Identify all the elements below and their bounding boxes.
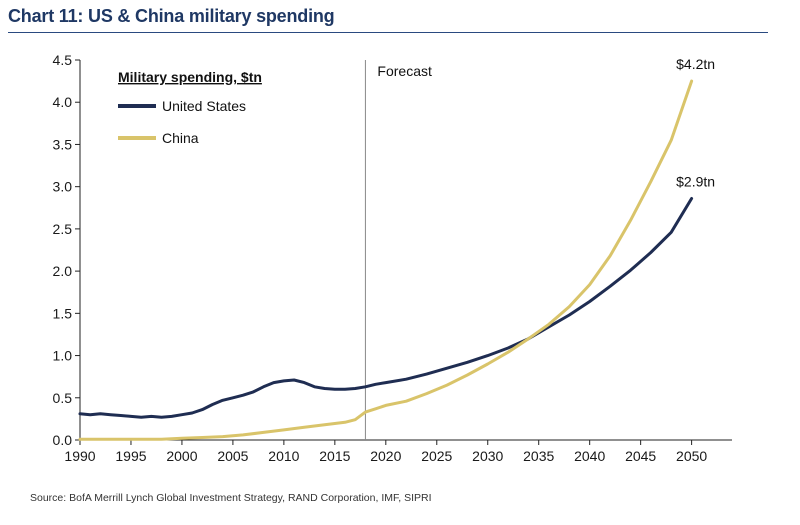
legend-title: Military spending, $tn [118,69,262,85]
y-tick-label: 1.0 [53,348,73,364]
series-line-united-states [78,197,694,419]
x-tick-label: 2035 [523,448,554,464]
y-tick-label: 0.0 [53,432,73,448]
y-tick-label: 0.5 [53,390,73,406]
x-tick-label: 2050 [676,448,707,464]
x-tick-label: 2045 [625,448,656,464]
x-tick-label: 2030 [472,448,503,464]
series-lines [78,79,694,441]
x-tick-label: 2020 [370,448,401,464]
forecast-label: Forecast [377,63,432,79]
annotations: $4.2tn $2.9tn [676,56,715,189]
x-tick-label: 2040 [574,448,605,464]
y-tick-label: 2.5 [53,221,73,237]
y-tick-label: 3.0 [53,179,73,195]
x-tick-label: 2025 [421,448,452,464]
line-chart: 0.0 0.5 1.0 1.5 2.0 2.5 3.0 3.5 4.0 4.5 1990 1995 20… [53,52,732,464]
legend-label-china: China [162,130,199,146]
y-tick-label: 4.5 [53,52,73,68]
title-divider [8,32,768,33]
y-tick-label: 1.5 [53,305,73,321]
y-tick-label: 2.0 [53,263,73,279]
x-tick-label: 1990 [64,448,95,464]
source-note: Source: BofA Merrill Lynch Global Invest… [30,492,432,504]
forecast-marker: Forecast [364,60,432,440]
legend-label-united-states: United States [162,98,246,114]
series-line-china [78,79,694,441]
value-annotation: $4.2tn [676,56,715,72]
axes: 0.0 0.5 1.0 1.5 2.0 2.5 3.0 3.5 4.0 4.5 1990 1995 20… [53,52,732,464]
legend: Military spending, $tn United States China [118,69,262,146]
x-tick-label: 1995 [115,448,146,464]
x-tick-label: 2000 [166,448,197,464]
x-tick-label: 2015 [319,448,350,464]
chart-title: Chart 11: US & China military spending [8,6,335,26]
y-tick-label: 3.5 [53,136,73,152]
x-tick-label: 2005 [217,448,248,464]
value-annotation: $2.9tn [676,173,715,189]
y-tick-label: 4.0 [53,94,73,110]
x-tick-label: 2010 [268,448,299,464]
